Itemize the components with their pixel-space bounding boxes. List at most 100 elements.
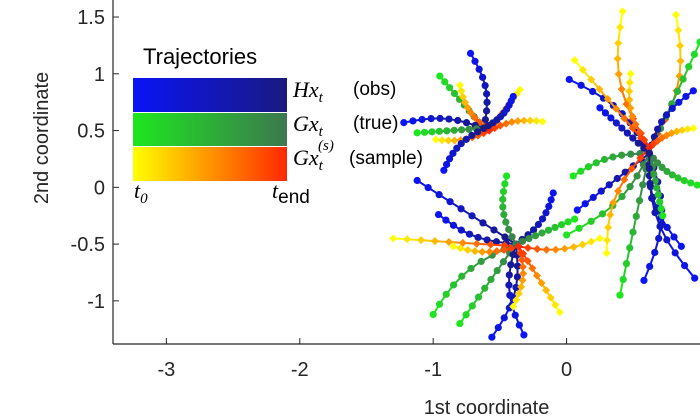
- trajectory-point: [475, 65, 483, 73]
- trajectory-point: [604, 223, 613, 232]
- x-tick-label: -1: [424, 359, 442, 381]
- trajectory-point: [584, 163, 593, 171]
- trajectory-point: [409, 117, 417, 125]
- trajectory-point: [458, 126, 466, 134]
- trajectory-point: [577, 81, 585, 89]
- legend-swatch-obs: [133, 78, 287, 112]
- trajectory-point: [509, 302, 518, 311]
- trajectory-point: [649, 154, 657, 162]
- trajectory-point: [538, 117, 547, 126]
- trajectory-point: [542, 245, 551, 254]
- trajectory-point: [613, 174, 621, 183]
- trajectory-point: [626, 244, 634, 252]
- trajectory-point: [614, 39, 623, 48]
- trajectory-point: [444, 136, 453, 145]
- trajectory-point: [505, 225, 513, 234]
- trajectory-point: [662, 111, 671, 119]
- trajectory-point: [517, 282, 526, 291]
- trajectory-point: [526, 116, 535, 125]
- trajectory-point: [463, 245, 472, 254]
- trajectory-sample-8: [485, 116, 547, 135]
- trajectory-point: [625, 78, 634, 87]
- trajectory-point: [629, 228, 637, 236]
- trajectory-point: [485, 247, 494, 256]
- trajectory-point: [581, 200, 589, 208]
- trajectory-point: [537, 278, 546, 287]
- trajectory-point: [627, 150, 635, 158]
- trajectory-point: [626, 104, 635, 113]
- trajectory-point: [466, 49, 475, 57]
- trajectory-point: [457, 226, 465, 234]
- trajectory-point: [673, 87, 682, 96]
- trajectory-point: [603, 236, 612, 245]
- trajectory-point: [513, 273, 521, 281]
- trajectory-point: [456, 319, 464, 328]
- trajectory-point: [658, 163, 666, 172]
- trajectory-point: [450, 126, 458, 134]
- trajectory-point: [675, 98, 683, 106]
- trajectory-point: [468, 131, 476, 140]
- trajectory-true-22: [512, 215, 579, 248]
- trajectory-point: [446, 84, 454, 92]
- trajectory-point: [465, 125, 473, 133]
- trajectory-point: [513, 262, 522, 270]
- legend-swatch-sample: [133, 147, 287, 181]
- trajectory-point: [532, 116, 541, 125]
- trajectory-sample-33: [602, 143, 654, 258]
- trajectory-point: [449, 281, 458, 289]
- x-tick-label: -2: [291, 359, 309, 381]
- trajectory-point: [677, 242, 685, 250]
- trajectory-sample-17: [449, 242, 523, 256]
- trajectory-point: [655, 234, 663, 243]
- trajectory-point: [623, 129, 631, 137]
- trajectory-point: [618, 124, 626, 132]
- trajectory-point: [499, 195, 507, 203]
- trajectory-point: [443, 127, 451, 135]
- x-axis-title: 1st coordinate: [424, 397, 550, 419]
- trajectory-point: [501, 180, 509, 188]
- trajectory-true-30: [569, 149, 653, 180]
- trajectory-point: [651, 248, 659, 257]
- trajectory-point: [449, 149, 457, 157]
- trajectory-point: [457, 140, 465, 148]
- trajectory-point: [470, 247, 479, 256]
- trajectory-point: [693, 181, 700, 189]
- trajectory-point: [477, 257, 485, 266]
- trajectory-point: [431, 135, 440, 144]
- trajectory-point: [609, 198, 618, 207]
- trajectory-point: [625, 87, 634, 96]
- trajectory-point: [529, 226, 538, 234]
- trajectory-point: [613, 54, 622, 63]
- trajectory-point: [502, 218, 510, 226]
- trajectory-point: [551, 245, 560, 254]
- trajectory-point: [531, 232, 540, 240]
- trajectory-point: [486, 240, 495, 249]
- trajectory-point: [505, 271, 513, 279]
- legend-suffix-true: (true): [353, 113, 398, 134]
- trajectory-point: [578, 240, 587, 249]
- legend-entry-obs: Hxt: [292, 77, 324, 106]
- legend-time-start: t0: [134, 178, 148, 207]
- trajectory-point: [549, 189, 557, 197]
- trajectory-point: [587, 75, 596, 84]
- trajectory-sample-25: [570, 56, 654, 152]
- trajectory-point: [483, 90, 491, 98]
- trajectory-point: [500, 211, 508, 219]
- trajectory-point: [645, 143, 654, 152]
- trajectory-point: [654, 125, 662, 133]
- trajectory-point: [676, 57, 685, 66]
- axes: -3 -2 -1 0 -1 -0.5 0 0.5 1 1.5 1st coordinate 2nd c…: [31, 0, 700, 419]
- trajectory-point: [441, 78, 449, 86]
- trajectory-obs-9: [480, 92, 517, 132]
- y-tick-label: 0: [94, 177, 105, 199]
- trajectory-point: [479, 73, 487, 81]
- trajectory-point: [506, 291, 514, 299]
- trajectory-point: [602, 249, 611, 258]
- trajectory-point: [435, 127, 444, 135]
- trajectory-point: [626, 69, 635, 78]
- trajectory-point: [450, 89, 459, 98]
- trajectory-point: [620, 175, 629, 184]
- trajectory-point: [639, 181, 647, 189]
- trajectory-point: [465, 230, 474, 238]
- trajectory-obs-15: [505, 240, 528, 339]
